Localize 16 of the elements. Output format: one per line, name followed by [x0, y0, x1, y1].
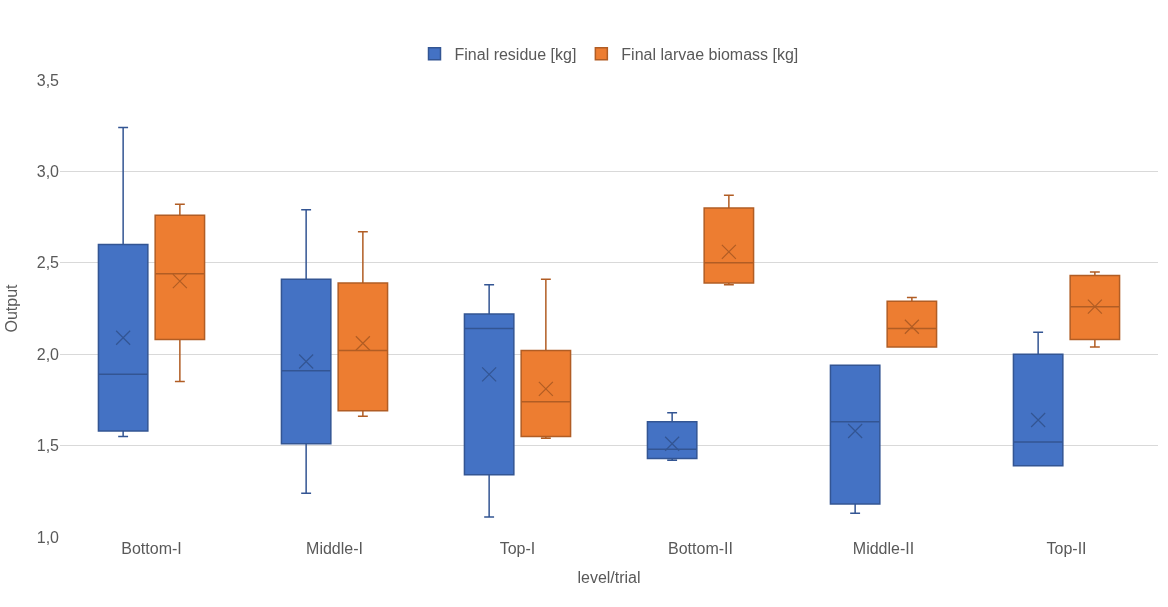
- x-tick-label: Middle-I: [306, 540, 363, 557]
- y-tick-label: 2,0: [36, 345, 60, 363]
- y-tick-label: 1,5: [36, 437, 60, 455]
- x-tick-label: Top-I: [499, 540, 536, 557]
- y-tick-label: 1,0: [36, 528, 60, 546]
- legend-label: Final larvae biomass [kg]: [621, 46, 799, 63]
- x-tick-label: Middle-II: [852, 540, 915, 557]
- y-axis-title: Output: [2, 283, 20, 333]
- y-tick-label: 2,5: [36, 254, 60, 272]
- x-axis-title: level/trial: [577, 568, 641, 586]
- legend-label: Final residue [kg]: [454, 46, 577, 63]
- y-tick-label: 3,0: [36, 163, 60, 180]
- x-tick-label: Bottom-I: [121, 540, 182, 557]
- x-tick-label: Top-II: [1046, 540, 1087, 557]
- y-tick-label: 3,5: [36, 71, 60, 89]
- x-tick-label: Bottom-II: [668, 540, 733, 557]
